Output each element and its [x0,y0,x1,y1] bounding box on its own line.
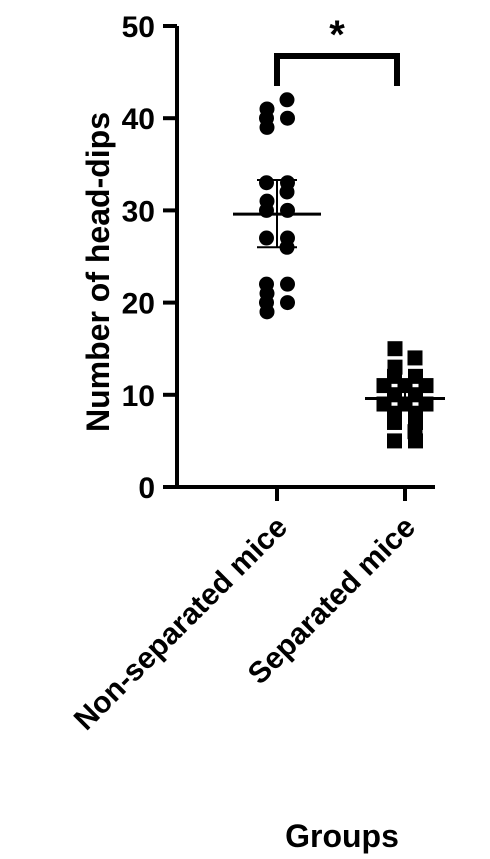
data-point [259,276,274,292]
data-point [387,359,403,375]
x-axis-title: Groups [285,818,399,854]
data-point [407,350,423,366]
significance-bracket: * [274,13,400,86]
data-point [280,175,295,191]
data-point [259,101,275,117]
y-tick-label: 0 [138,472,155,505]
data-point [280,230,295,246]
data-point [280,276,295,292]
y-tick-label: 30 [122,195,155,228]
data-point [387,341,403,357]
data-point [280,295,295,311]
y-tick-label: 10 [122,380,155,413]
data-point [279,92,295,108]
x-tick-label: Non-separated mice [68,511,294,737]
y-axis-title: Number of head-dips [80,112,116,432]
data-point [259,175,274,191]
y-tick-label: 50 [122,11,155,44]
data-point [280,202,295,218]
data-point [259,230,274,246]
error-bars [233,178,445,410]
data-point [259,193,275,209]
bracket-line [274,53,400,86]
data-point [408,368,423,384]
data-point [280,110,295,126]
significance-label: * [329,13,345,57]
data-point [387,433,402,449]
y-tick-label: 40 [122,103,155,136]
y-tick-label: 20 [122,288,155,321]
data-points [259,92,434,449]
